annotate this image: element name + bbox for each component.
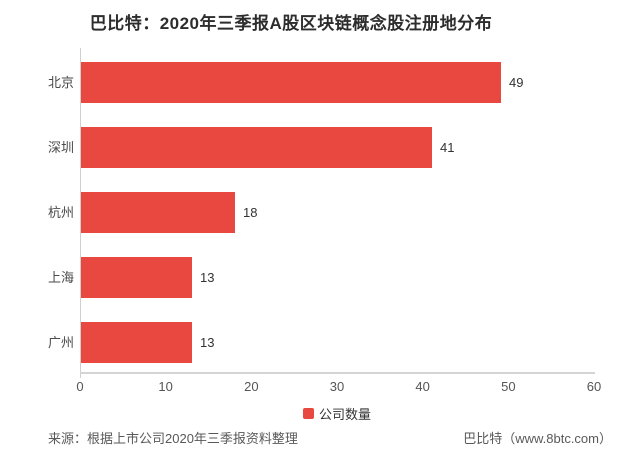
footer-credit: 巴比特（www.8btc.com） [463, 431, 612, 446]
value-label: 41 [440, 140, 455, 155]
category-label: 广州 [47, 335, 74, 350]
footer-source-note: 来源：根据上市公司2020年三季报资料整理 [48, 431, 298, 446]
legend-item-company-count[interactable]: 公司数量 [302, 404, 372, 423]
legend-marker-icon [302, 408, 314, 419]
x-tick-label: 20 [244, 379, 259, 394]
bar-segment[interactable] [81, 257, 192, 298]
y-axis-line [80, 48, 81, 378]
bar-segment[interactable] [81, 192, 235, 233]
value-label: 13 [200, 335, 215, 350]
x-tick-label: 50 [501, 379, 516, 394]
category-label: 深圳 [47, 140, 74, 155]
legend-label: 公司数量 [318, 407, 372, 422]
bar-segment[interactable] [81, 62, 501, 103]
x-tick-label: 40 [415, 379, 430, 394]
x-tick-label: 10 [158, 379, 173, 394]
category-label: 北京 [47, 75, 74, 90]
x-tick-label: 30 [329, 379, 345, 394]
value-label: 49 [509, 75, 524, 90]
bar-segment[interactable] [81, 127, 432, 168]
chart-title: 巴比特：2020年三季报A股区块链概念股注册地分布 [89, 14, 493, 33]
x-axis-line [80, 372, 595, 374]
x-tick-label: 0 [76, 379, 84, 394]
value-label: 13 [200, 270, 215, 285]
bar-segment[interactable] [81, 322, 192, 363]
category-label: 杭州 [47, 205, 74, 220]
category-label: 上海 [47, 270, 74, 285]
value-label: 18 [243, 205, 258, 220]
x-tick-label: 60 [586, 379, 602, 394]
